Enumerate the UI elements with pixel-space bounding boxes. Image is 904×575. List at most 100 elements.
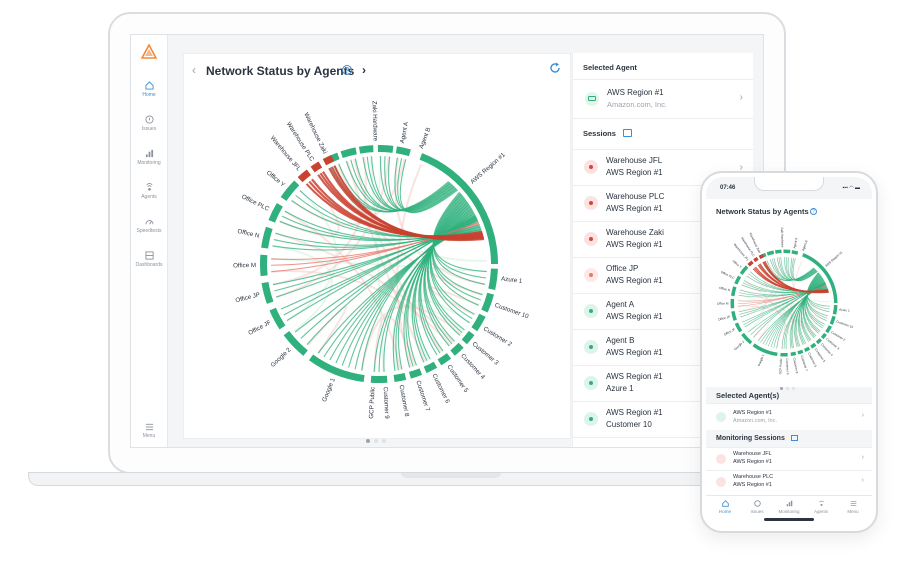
chord-ribbon bbox=[785, 280, 825, 349]
home-indicator bbox=[764, 518, 814, 521]
chord-ribbon bbox=[746, 275, 828, 292]
refresh-icon[interactable] bbox=[548, 61, 562, 75]
phone-selected-agent-row[interactable]: AWS Region #1 Amazon.com, Inc. › bbox=[706, 403, 872, 430]
chord-ribbon bbox=[807, 272, 830, 310]
chord-ribbon bbox=[738, 286, 827, 298]
session-name: Warehouse PLC bbox=[733, 474, 774, 480]
chord-ribbon bbox=[432, 191, 487, 273]
chord-arc bbox=[802, 253, 838, 303]
phone-pager-dots[interactable] bbox=[780, 377, 798, 395]
session-row[interactable]: Agent A AWS Region #1 bbox=[573, 294, 753, 330]
phone-notch bbox=[754, 177, 824, 191]
issues-icon bbox=[753, 500, 761, 507]
tab-label: Home bbox=[718, 509, 731, 514]
chord-arc bbox=[747, 260, 754, 267]
session-name: Agent A bbox=[606, 300, 635, 309]
pager-dot[interactable] bbox=[780, 387, 783, 390]
sidebar-item-agents[interactable]: Agents bbox=[131, 183, 167, 200]
phone-session-row[interactable]: Warehouse PLC AWS Region #1 › bbox=[706, 470, 872, 495]
pager-dot[interactable] bbox=[374, 439, 378, 443]
chord-label: Office PLC bbox=[240, 193, 270, 213]
tab-issues[interactable]: Issues bbox=[742, 500, 772, 514]
gauge-icon bbox=[144, 220, 154, 225]
chord-label: Office Y bbox=[265, 169, 286, 188]
sidebar-item-dashboards[interactable]: Dashboards bbox=[131, 251, 167, 268]
phone-session-row[interactable]: Warehouse JFL AWS Region #1 › bbox=[706, 447, 872, 471]
chord-arc bbox=[481, 292, 495, 313]
pager-dot[interactable] bbox=[786, 387, 789, 390]
agents-icon bbox=[818, 500, 824, 506]
sidebar-item-speedtests[interactable]: Speedtests bbox=[131, 217, 167, 234]
help-icon[interactable]: ? bbox=[810, 208, 817, 215]
prev-chevron-icon[interactable]: ‹ bbox=[192, 63, 196, 77]
chord-arc bbox=[268, 202, 283, 223]
chord-arc bbox=[783, 249, 791, 254]
calendar-icon[interactable] bbox=[623, 129, 632, 137]
session-row[interactable]: Warehouse Zaki AWS Region #1 bbox=[573, 222, 753, 258]
pager-dot[interactable] bbox=[792, 387, 795, 390]
pager-dot[interactable] bbox=[366, 439, 370, 443]
chord-ribbon bbox=[307, 305, 348, 354]
tab-menu[interactable]: Menu bbox=[838, 500, 868, 514]
chord-ribbon bbox=[804, 275, 821, 333]
selected-agent-row[interactable]: AWS Region #1 Amazon.com, Inc. › bbox=[573, 79, 753, 119]
chord-label: GCP Public bbox=[368, 387, 377, 419]
chord-arc bbox=[766, 250, 775, 256]
sidebar-item-label: Speedtests bbox=[136, 228, 162, 234]
chord-ribbon bbox=[337, 163, 483, 296]
chord-label: Google 1 bbox=[321, 377, 337, 403]
chord-label: Azure 1 bbox=[839, 307, 850, 312]
session-agent: AWS Region #1 bbox=[606, 276, 663, 285]
chord-label: Customer 2 bbox=[830, 330, 846, 342]
chord-ribbon bbox=[383, 210, 474, 372]
chord-ribbon bbox=[275, 232, 455, 343]
chord-arc bbox=[280, 180, 300, 201]
chord-arc bbox=[408, 368, 423, 379]
pager-dots[interactable] bbox=[366, 430, 390, 447]
chord-label: GCP Public bbox=[778, 358, 783, 375]
chord-arc bbox=[780, 352, 788, 357]
chord-arc bbox=[734, 322, 743, 333]
chord-label: Customer 6 bbox=[807, 352, 818, 368]
tab-agents[interactable]: Agents bbox=[806, 500, 836, 514]
chevron-right-icon: › bbox=[861, 454, 864, 461]
session-row[interactable]: AWS Region #1 Customer 10 bbox=[573, 402, 753, 438]
chord-arc bbox=[797, 349, 804, 355]
sidebar-item-home[interactable]: Home bbox=[131, 81, 167, 98]
session-row[interactable]: Agent B AWS Region #1 bbox=[573, 330, 753, 366]
status-dot-icon bbox=[584, 160, 598, 174]
calendar-icon[interactable] bbox=[790, 435, 798, 442]
chord-ribbon bbox=[333, 165, 485, 242]
chord-label: Customer 6 bbox=[430, 373, 451, 405]
session-agent: AWS Region #1 bbox=[606, 240, 663, 249]
sidebar-item-issues[interactable]: Issues bbox=[131, 115, 167, 132]
help-icon[interactable]: ? bbox=[342, 65, 352, 75]
tab-monitoring[interactable]: Monitoring bbox=[774, 500, 804, 514]
sidebar-item-monitoring[interactable]: Monitoring bbox=[131, 149, 167, 166]
sidebar-item-label: Dashboards bbox=[135, 262, 163, 268]
chord-ribbon bbox=[805, 274, 821, 332]
chord-ribbon bbox=[806, 273, 829, 317]
sessions-list: Warehouse JFL AWS Region #1 › Warehouse PLC… bbox=[573, 150, 753, 438]
chord-ribbon bbox=[360, 305, 462, 371]
chord-arc bbox=[739, 265, 749, 275]
chord-diagram[interactable]: Zaki Hardware Agent A Agent B AWS Region #1… bbox=[184, 54, 572, 440]
session-name: Agent B bbox=[606, 336, 635, 345]
chord-arc bbox=[423, 361, 438, 374]
session-row[interactable]: AWS Region #1 Azure 1 bbox=[573, 366, 753, 402]
sidebar-menu[interactable]: Menu bbox=[131, 423, 167, 439]
session-row[interactable]: Warehouse JFL AWS Region #1 › bbox=[573, 150, 753, 186]
phone-chord-diagram[interactable]: Zaki Hardware Agent A Agent B AWS Region #1… bbox=[706, 199, 872, 387]
chevron-right-icon: › bbox=[861, 477, 864, 484]
session-row[interactable]: Office JP AWS Region #1 bbox=[573, 258, 753, 294]
pager-dot[interactable] bbox=[382, 439, 386, 443]
chord-label: Google 2 bbox=[733, 340, 745, 352]
chord-ribbon bbox=[399, 159, 458, 214]
tab-home[interactable]: Home bbox=[710, 500, 740, 514]
next-chevron-icon[interactable]: › bbox=[362, 63, 366, 77]
chord-label: Office JP bbox=[718, 315, 731, 322]
chord-label: Office N bbox=[719, 286, 731, 292]
chord-arc bbox=[450, 342, 464, 356]
chord-label: Customer 8 bbox=[398, 384, 411, 417]
session-row[interactable]: Warehouse PLC AWS Region #1 bbox=[573, 186, 753, 222]
